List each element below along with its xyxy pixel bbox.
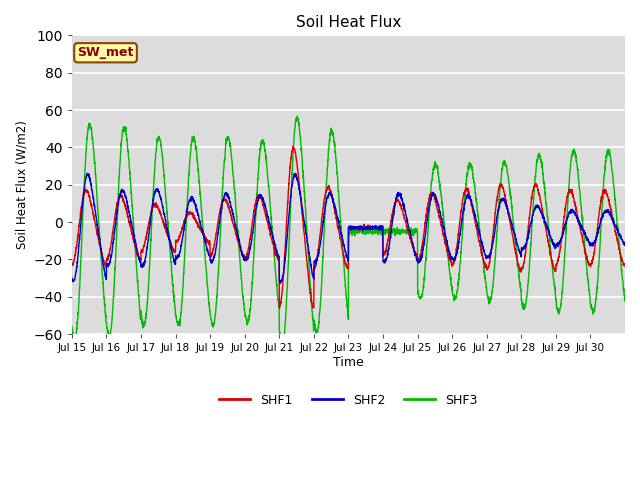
SHF1 bbox=[305, 272, 312, 278]
SHF1 bbox=[280, 262, 288, 267]
SHF3 bbox=[280, 332, 288, 338]
SHF2 bbox=[84, 170, 92, 176]
SHF3 bbox=[551, 287, 559, 292]
Line: SHF2: SHF2 bbox=[72, 173, 625, 283]
SHF1 bbox=[68, 261, 76, 266]
X-axis label: Time: Time bbox=[333, 356, 364, 369]
SHF2 bbox=[621, 240, 629, 245]
SHF2 bbox=[68, 275, 76, 280]
Legend: SHF1, SHF2, SHF3: SHF1, SHF2, SHF3 bbox=[214, 389, 483, 411]
SHF1 bbox=[551, 268, 559, 274]
SHF3 bbox=[278, 343, 285, 349]
SHF1 bbox=[621, 262, 629, 268]
SHF3 bbox=[611, 191, 618, 196]
SHF1 bbox=[289, 144, 297, 150]
SHF3 bbox=[68, 323, 76, 329]
SHF1 bbox=[276, 305, 284, 311]
Line: SHF3: SHF3 bbox=[72, 116, 625, 346]
SHF3 bbox=[294, 113, 301, 119]
SHF3 bbox=[131, 243, 139, 249]
SHF2 bbox=[551, 243, 559, 249]
SHF2 bbox=[276, 280, 284, 286]
SHF1 bbox=[611, 224, 618, 229]
Text: SW_met: SW_met bbox=[77, 46, 134, 59]
SHF3 bbox=[305, 251, 312, 256]
SHF3 bbox=[621, 299, 629, 304]
SHF2 bbox=[164, 229, 172, 235]
Y-axis label: Soil Heat Flux (W/m2): Soil Heat Flux (W/m2) bbox=[15, 120, 28, 249]
SHF1 bbox=[164, 233, 172, 239]
SHF3 bbox=[164, 218, 172, 224]
SHF2 bbox=[305, 245, 312, 251]
SHF1 bbox=[131, 243, 139, 249]
SHF2 bbox=[131, 237, 139, 243]
SHF2 bbox=[280, 264, 288, 270]
SHF2 bbox=[611, 223, 618, 228]
Title: Soil Heat Flux: Soil Heat Flux bbox=[296, 15, 401, 30]
Line: SHF1: SHF1 bbox=[72, 147, 625, 308]
